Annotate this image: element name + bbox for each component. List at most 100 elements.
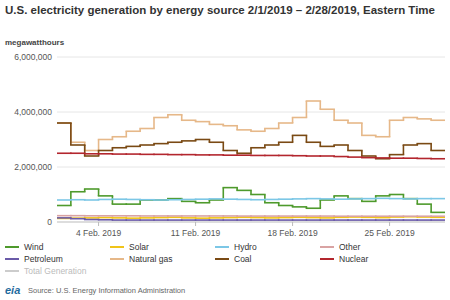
step-connector xyxy=(319,200,321,208)
title-line: U.S. electricity generation by energy so… xyxy=(5,4,435,16)
step-segment xyxy=(57,199,71,201)
legend-swatch xyxy=(215,246,229,248)
step-connector xyxy=(306,101,308,118)
step-segment xyxy=(390,119,404,121)
step-connector xyxy=(347,145,349,151)
step-segment xyxy=(209,219,223,221)
step-segment xyxy=(57,122,71,124)
y-tick-label: 4,000,000 xyxy=(14,107,52,117)
step-connector xyxy=(98,189,100,196)
step-segment xyxy=(390,194,404,196)
step-segment xyxy=(293,217,307,219)
legend-item: Natural gas xyxy=(110,254,172,264)
step-segment xyxy=(417,203,431,205)
step-segment xyxy=(348,150,362,152)
step-segment xyxy=(182,219,196,221)
x-tick-label: 18 Feb. 2019 xyxy=(268,228,318,238)
step-connector xyxy=(264,195,266,203)
step-segment xyxy=(154,199,168,201)
step-segment xyxy=(293,206,307,208)
step-segment xyxy=(196,154,210,156)
step-segment xyxy=(168,199,182,201)
step-segment xyxy=(85,217,99,219)
step-segment xyxy=(99,199,113,201)
step-segment xyxy=(168,114,182,116)
step-segment xyxy=(223,217,237,219)
step-segment xyxy=(376,158,390,160)
step-segment xyxy=(154,154,168,156)
step-segment xyxy=(431,215,445,217)
step-segment xyxy=(251,219,265,221)
step-segment xyxy=(403,198,417,200)
step-segment xyxy=(99,139,113,141)
step-segment xyxy=(57,217,71,219)
step-segment xyxy=(306,100,320,102)
legend-label: Nuclear xyxy=(339,254,368,264)
step-segment xyxy=(362,198,376,200)
step-segment xyxy=(154,219,168,221)
step-segment xyxy=(348,216,362,218)
step-segment xyxy=(320,155,334,157)
x-tick xyxy=(98,222,99,226)
step-segment xyxy=(168,219,182,221)
step-segment xyxy=(209,141,223,143)
step-segment xyxy=(237,154,251,156)
legend-swatch xyxy=(5,270,19,272)
step-segment xyxy=(265,155,279,157)
step-segment xyxy=(348,198,362,200)
step-segment xyxy=(403,216,417,218)
step-segment xyxy=(223,219,237,221)
step-segment xyxy=(154,215,168,217)
step-segment xyxy=(196,198,210,200)
step-segment xyxy=(182,154,196,156)
step-segment xyxy=(168,217,182,219)
step-segment xyxy=(126,153,140,155)
step-segment xyxy=(390,157,404,159)
step-segment xyxy=(334,144,348,146)
title: U.S. electricity generation by energy so… xyxy=(5,4,435,16)
x-tick xyxy=(292,222,293,226)
x-tick xyxy=(389,222,390,226)
step-segment xyxy=(71,141,85,143)
step-segment xyxy=(293,198,307,200)
grid-line xyxy=(57,222,445,223)
step-segment xyxy=(265,202,279,204)
step-segment xyxy=(293,215,307,217)
x-tick-label: 11 Feb. 2019 xyxy=(171,228,221,238)
step-segment xyxy=(112,203,126,205)
step-segment xyxy=(112,136,126,138)
step-segment xyxy=(209,198,223,200)
step-segment xyxy=(85,199,99,201)
step-segment xyxy=(362,157,376,159)
step-segment xyxy=(403,117,417,119)
step-segment xyxy=(223,154,237,156)
legend-label: Other xyxy=(339,242,360,252)
step-segment xyxy=(57,218,71,220)
step-segment xyxy=(57,122,71,124)
step-segment xyxy=(320,199,334,201)
legend-item: Coal xyxy=(215,254,252,264)
step-segment xyxy=(196,219,210,221)
step-segment xyxy=(265,144,279,146)
step-segment xyxy=(85,188,99,190)
step-segment xyxy=(71,217,85,219)
step-segment xyxy=(154,199,168,201)
step-connector xyxy=(153,118,155,129)
step-segment xyxy=(362,201,376,203)
step-segment xyxy=(279,217,293,219)
grid-line xyxy=(57,167,445,168)
logo: eia xyxy=(5,284,20,296)
step-segment xyxy=(334,219,348,221)
legend-item: Total Generation xyxy=(5,266,87,276)
legend-item: Wind xyxy=(5,242,44,252)
step-connector xyxy=(278,123,280,129)
x-tick-label: 25 Feb. 2019 xyxy=(365,228,415,238)
step-segment xyxy=(223,215,237,217)
legend-item: Hydro xyxy=(215,242,257,252)
step-segment xyxy=(126,146,140,148)
y-axis-label: megawatthours xyxy=(5,38,65,47)
step-segment xyxy=(251,199,265,201)
step-segment xyxy=(237,190,251,192)
step-segment xyxy=(112,147,126,149)
step-segment xyxy=(334,198,348,200)
